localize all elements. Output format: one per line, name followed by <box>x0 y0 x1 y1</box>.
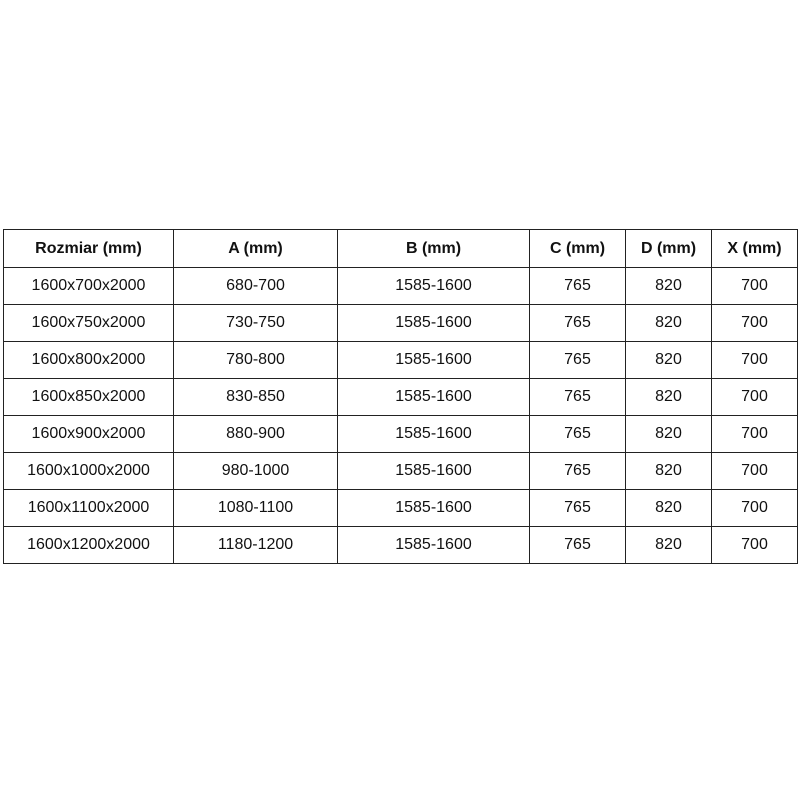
table-cell: 830-850 <box>173 378 338 416</box>
table-cell: 980-1000 <box>173 452 338 490</box>
column-header: B (mm) <box>337 229 530 268</box>
table-cell: 765 <box>529 378 626 416</box>
table-cell: 1600x850x2000 <box>3 378 174 416</box>
table-row: 1600x700x2000 680-700 1585-1600 765 820 700 <box>3 267 798 305</box>
table-cell: 1600x900x2000 <box>3 415 174 453</box>
table-cell: 1585-1600 <box>337 452 530 490</box>
column-header: D (mm) <box>625 229 712 268</box>
table-cell: 820 <box>625 378 712 416</box>
table-cell: 1600x1100x2000 <box>3 489 174 527</box>
table-cell: 1600x1200x2000 <box>3 526 174 564</box>
table-cell: 700 <box>711 267 798 305</box>
table-cell: 1080-1100 <box>173 489 338 527</box>
table-row: 1600x1000x2000 980-1000 1585-1600 765 820 700 <box>3 452 798 490</box>
table-cell: 820 <box>625 304 712 342</box>
table-row: 1600x900x2000 880-900 1585-1600 765 820 700 <box>3 415 798 453</box>
column-header: C (mm) <box>529 229 626 268</box>
table-cell: 820 <box>625 267 712 305</box>
table-cell: 700 <box>711 415 798 453</box>
table-row: 1600x850x2000 830-850 1585-1600 765 820 700 <box>3 378 798 416</box>
table-cell: 820 <box>625 341 712 379</box>
table-cell: 1585-1600 <box>337 267 530 305</box>
dimensions-table: Rozmiar (mm) A (mm) B (mm) C (mm) D (mm) X (m… <box>3 229 798 564</box>
table-cell: 1585-1600 <box>337 415 530 453</box>
table-cell: 700 <box>711 304 798 342</box>
table-cell: 1585-1600 <box>337 304 530 342</box>
table-cell: 1600x1000x2000 <box>3 452 174 490</box>
table-cell: 820 <box>625 452 712 490</box>
column-header: Rozmiar (mm) <box>3 229 174 268</box>
table-cell: 1600x700x2000 <box>3 267 174 305</box>
table-cell: 765 <box>529 304 626 342</box>
table-row: 1600x750x2000 730-750 1585-1600 765 820 700 <box>3 304 798 342</box>
table-cell: 765 <box>529 415 626 453</box>
table-cell: 765 <box>529 341 626 379</box>
table-cell: 765 <box>529 489 626 527</box>
table-cell: 1600x800x2000 <box>3 341 174 379</box>
table-cell: 1585-1600 <box>337 378 530 416</box>
table-cell: 700 <box>711 452 798 490</box>
table-cell: 820 <box>625 489 712 527</box>
header-row: Rozmiar (mm) A (mm) B (mm) C (mm) D (mm) X (m… <box>3 229 798 268</box>
table-cell: 1600x750x2000 <box>3 304 174 342</box>
column-header: A (mm) <box>173 229 338 268</box>
table-cell: 820 <box>625 526 712 564</box>
table-cell: 765 <box>529 526 626 564</box>
table-row: 1600x800x2000 780-800 1585-1600 765 820 700 <box>3 341 798 379</box>
table-cell: 765 <box>529 452 626 490</box>
table-cell: 700 <box>711 489 798 527</box>
table-cell: 1180-1200 <box>173 526 338 564</box>
table-cell: 880-900 <box>173 415 338 453</box>
table-row: 1600x1200x2000 1180-1200 1585-1600 765 820 70… <box>3 526 798 564</box>
column-header: X (mm) <box>711 229 798 268</box>
table-cell: 730-750 <box>173 304 338 342</box>
table-cell: 700 <box>711 341 798 379</box>
table-cell: 700 <box>711 526 798 564</box>
table-cell: 820 <box>625 415 712 453</box>
table-cell: 680-700 <box>173 267 338 305</box>
table-cell: 700 <box>711 378 798 416</box>
table-cell: 765 <box>529 267 626 305</box>
table-cell: 1585-1600 <box>337 526 530 564</box>
table-cell: 1585-1600 <box>337 489 530 527</box>
table-cell: 780-800 <box>173 341 338 379</box>
table-cell: 1585-1600 <box>337 341 530 379</box>
table-row: 1600x1100x2000 1080-1100 1585-1600 765 820 70… <box>3 489 798 527</box>
